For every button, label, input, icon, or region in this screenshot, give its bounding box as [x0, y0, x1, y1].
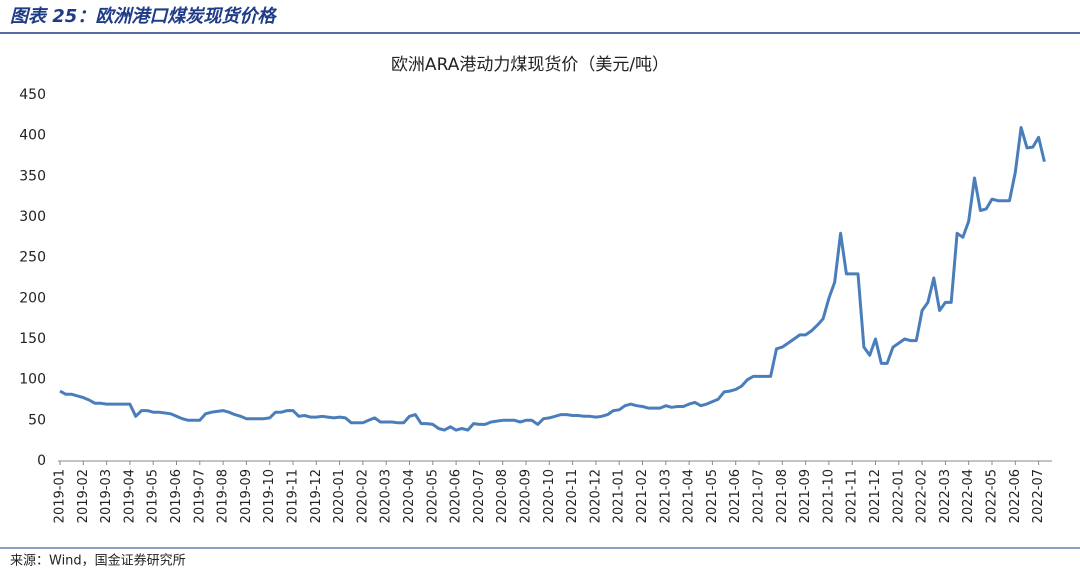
- x-tick-label: 2019-01: [53, 469, 68, 523]
- y-tick-label: 150: [19, 331, 46, 347]
- y-tick-label: 100: [19, 372, 46, 388]
- x-tick-label: 2019-03: [99, 469, 114, 523]
- x-tick-label: 2022-02: [915, 469, 930, 523]
- x-tick-label: 2019-07: [192, 469, 207, 523]
- x-tick-label: 2021-05: [705, 469, 720, 523]
- price-line: [59, 126, 1046, 432]
- chart-title: 欧洲ARA港动力煤现货价（美元/吨）: [391, 55, 669, 75]
- x-tick-label: 2019-12: [309, 469, 324, 523]
- x-tick-label: 2020-10: [542, 469, 557, 523]
- x-tick-label: 2021-08: [775, 469, 790, 523]
- x-tick-label: 2019-08: [216, 469, 231, 523]
- x-tick-label: 2020-06: [449, 469, 464, 523]
- source: 来源：Wind，国金证券研究所: [10, 553, 186, 569]
- y-tick-label: 450: [19, 87, 46, 103]
- y-tick-label: 200: [19, 290, 46, 306]
- x-tick-label: 2020-04: [402, 469, 417, 523]
- x-tick-label: 2022-03: [938, 469, 953, 523]
- x-tick-label: 2022-06: [1008, 469, 1023, 523]
- x-tick-label: 2021-06: [728, 469, 743, 523]
- x-tick-label: 2020-02: [355, 469, 370, 523]
- x-tick-label: 2019-05: [146, 469, 161, 523]
- y-tick-label: 300: [19, 209, 46, 225]
- x-tick-label: 2019-09: [239, 469, 254, 523]
- x-tick-label: 2020-12: [588, 469, 603, 523]
- x-tick-label: 2020-05: [425, 469, 440, 523]
- x-tick-label: 2019-04: [122, 469, 137, 523]
- x-tick-label: 2020-01: [332, 469, 347, 523]
- x-tick-label: 2019-06: [169, 469, 184, 523]
- y-tick-label: 350: [19, 168, 46, 184]
- x-tick-label: 2021-10: [821, 469, 836, 523]
- x-tick-label: 2021-11: [845, 469, 860, 523]
- x-tick-label: 2020-07: [472, 469, 487, 523]
- x-tick-label: 2022-04: [961, 469, 976, 523]
- y-tick-label: 400: [19, 128, 46, 144]
- x-tick-label: 2020-08: [495, 469, 510, 523]
- x-tick-label: 2020-11: [565, 469, 580, 523]
- x-tick-label: 2021-01: [612, 469, 627, 523]
- y-tick-label: 0: [37, 453, 46, 469]
- y-tick-label: 250: [19, 250, 46, 266]
- header-title: 图表 25：欧洲港口煤炭现货价格: [10, 6, 277, 27]
- x-tick-label: 2021-04: [682, 469, 697, 523]
- x-tick-label: 2021-03: [658, 469, 673, 523]
- x-tick-label: 2022-07: [1031, 469, 1046, 523]
- x-tick-label: 2022-01: [891, 469, 906, 523]
- y-tick-label: 50: [28, 412, 46, 428]
- x-tick-label: 2021-07: [752, 469, 767, 523]
- x-tick-label: 2019-10: [262, 469, 277, 523]
- x-tick-label: 2019-11: [286, 469, 301, 523]
- x-tick-label: 2021-02: [635, 469, 650, 523]
- x-tick-label: 2019-02: [76, 469, 91, 523]
- x-tick-label: 2021-09: [798, 469, 813, 523]
- x-tick-label: 2020-09: [519, 469, 534, 523]
- x-tick-label: 2020-03: [379, 469, 394, 523]
- x-tick-label: 2021-12: [868, 469, 883, 523]
- x-tick-label: 2022-05: [985, 469, 1000, 523]
